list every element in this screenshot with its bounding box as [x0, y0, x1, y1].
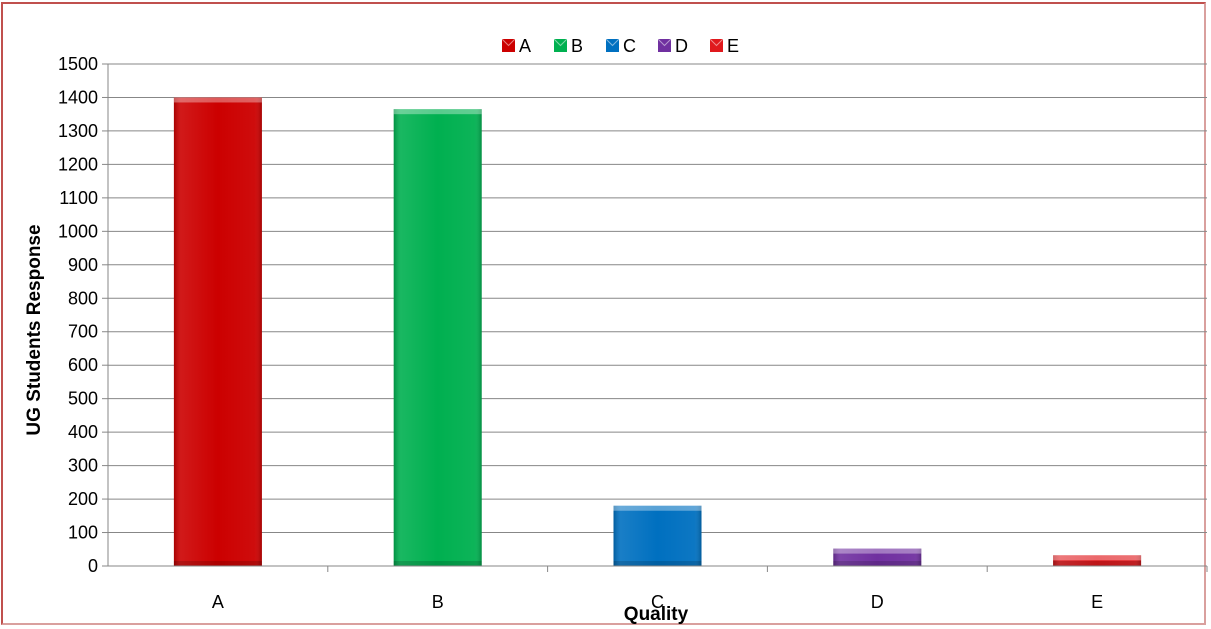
bar-C — [613, 505, 702, 566]
legend-label: D — [675, 36, 688, 56]
bar-A — [173, 97, 262, 566]
x-tick-label: D — [871, 592, 884, 612]
legend-item-B: B — [553, 36, 583, 56]
legend-item-C: C — [605, 36, 636, 56]
bar-B — [393, 109, 482, 567]
bar-top-bevel — [1053, 555, 1142, 561]
bar-bottom-bevel — [173, 561, 262, 566]
legend-swatch-bevel — [657, 38, 672, 47]
bar-bottom-bevel — [613, 561, 702, 566]
gridlines — [108, 63, 1207, 534]
y-tick-label: 200 — [68, 489, 98, 509]
bar-E — [1053, 555, 1142, 566]
legend-swatch-bevel — [553, 38, 568, 47]
y-tick-label: 1400 — [58, 87, 98, 107]
legend-swatch-bevel — [501, 38, 516, 47]
legend: A B C D E — [501, 36, 739, 56]
bar-top-bevel — [173, 97, 262, 103]
x-tick-label: E — [1091, 592, 1103, 612]
axes — [107, 64, 1207, 567]
y-tick-label: 1300 — [58, 121, 98, 141]
y-tick-label: 500 — [68, 389, 98, 409]
y-tick-label: 300 — [68, 456, 98, 476]
legend-swatch-bevel — [605, 38, 620, 47]
y-tick-label: 1000 — [58, 221, 98, 241]
y-axis-ticks: 0 100 200 300 400 500 600 700 800 900 1000 1100 1200… — [58, 54, 108, 576]
legend-label: E — [727, 36, 739, 56]
y-tick-label: 1200 — [58, 154, 98, 174]
y-tick-label: 600 — [68, 355, 98, 375]
legend-label: B — [571, 36, 583, 56]
bar-bottom-bevel — [1053, 561, 1142, 566]
bar-bottom-bevel — [833, 561, 922, 566]
legend-item-D: D — [657, 36, 688, 56]
legend-swatch-bevel — [709, 38, 724, 47]
y-axis-title: UG Students Response — [24, 224, 45, 435]
bar-D — [833, 548, 922, 566]
legend-label: C — [623, 36, 636, 56]
x-axis-ticks: A B C D E — [212, 566, 1208, 612]
legend-item-A: A — [501, 36, 531, 56]
y-tick-label: 700 — [68, 322, 98, 342]
bar-shading — [833, 548, 922, 566]
legend-label: A — [519, 36, 531, 56]
x-tick-label: C — [651, 592, 664, 612]
y-tick-label: 900 — [68, 255, 98, 275]
y-tick-label: 100 — [68, 523, 98, 543]
y-tick-label: 800 — [68, 288, 98, 308]
y-tick-label: 1100 — [59, 188, 98, 208]
x-tick-label: A — [212, 592, 224, 612]
x-axis-title: Quality — [624, 604, 689, 625]
bar-top-bevel — [833, 548, 922, 554]
legend-item-E: E — [709, 36, 739, 56]
y-tick-label: 1500 — [58, 54, 98, 74]
y-tick-label: 0 — [88, 556, 98, 576]
bar-top-bevel — [613, 505, 702, 511]
bars — [173, 97, 1142, 567]
y-tick-label: 400 — [68, 422, 98, 442]
bar-bottom-bevel — [393, 561, 482, 566]
bar-top-bevel — [393, 109, 482, 115]
bar-shading — [173, 97, 262, 566]
x-tick-label: B — [432, 592, 444, 612]
bar-shading — [393, 109, 482, 567]
bar-shading — [613, 505, 702, 566]
bar-shading — [1053, 555, 1142, 566]
